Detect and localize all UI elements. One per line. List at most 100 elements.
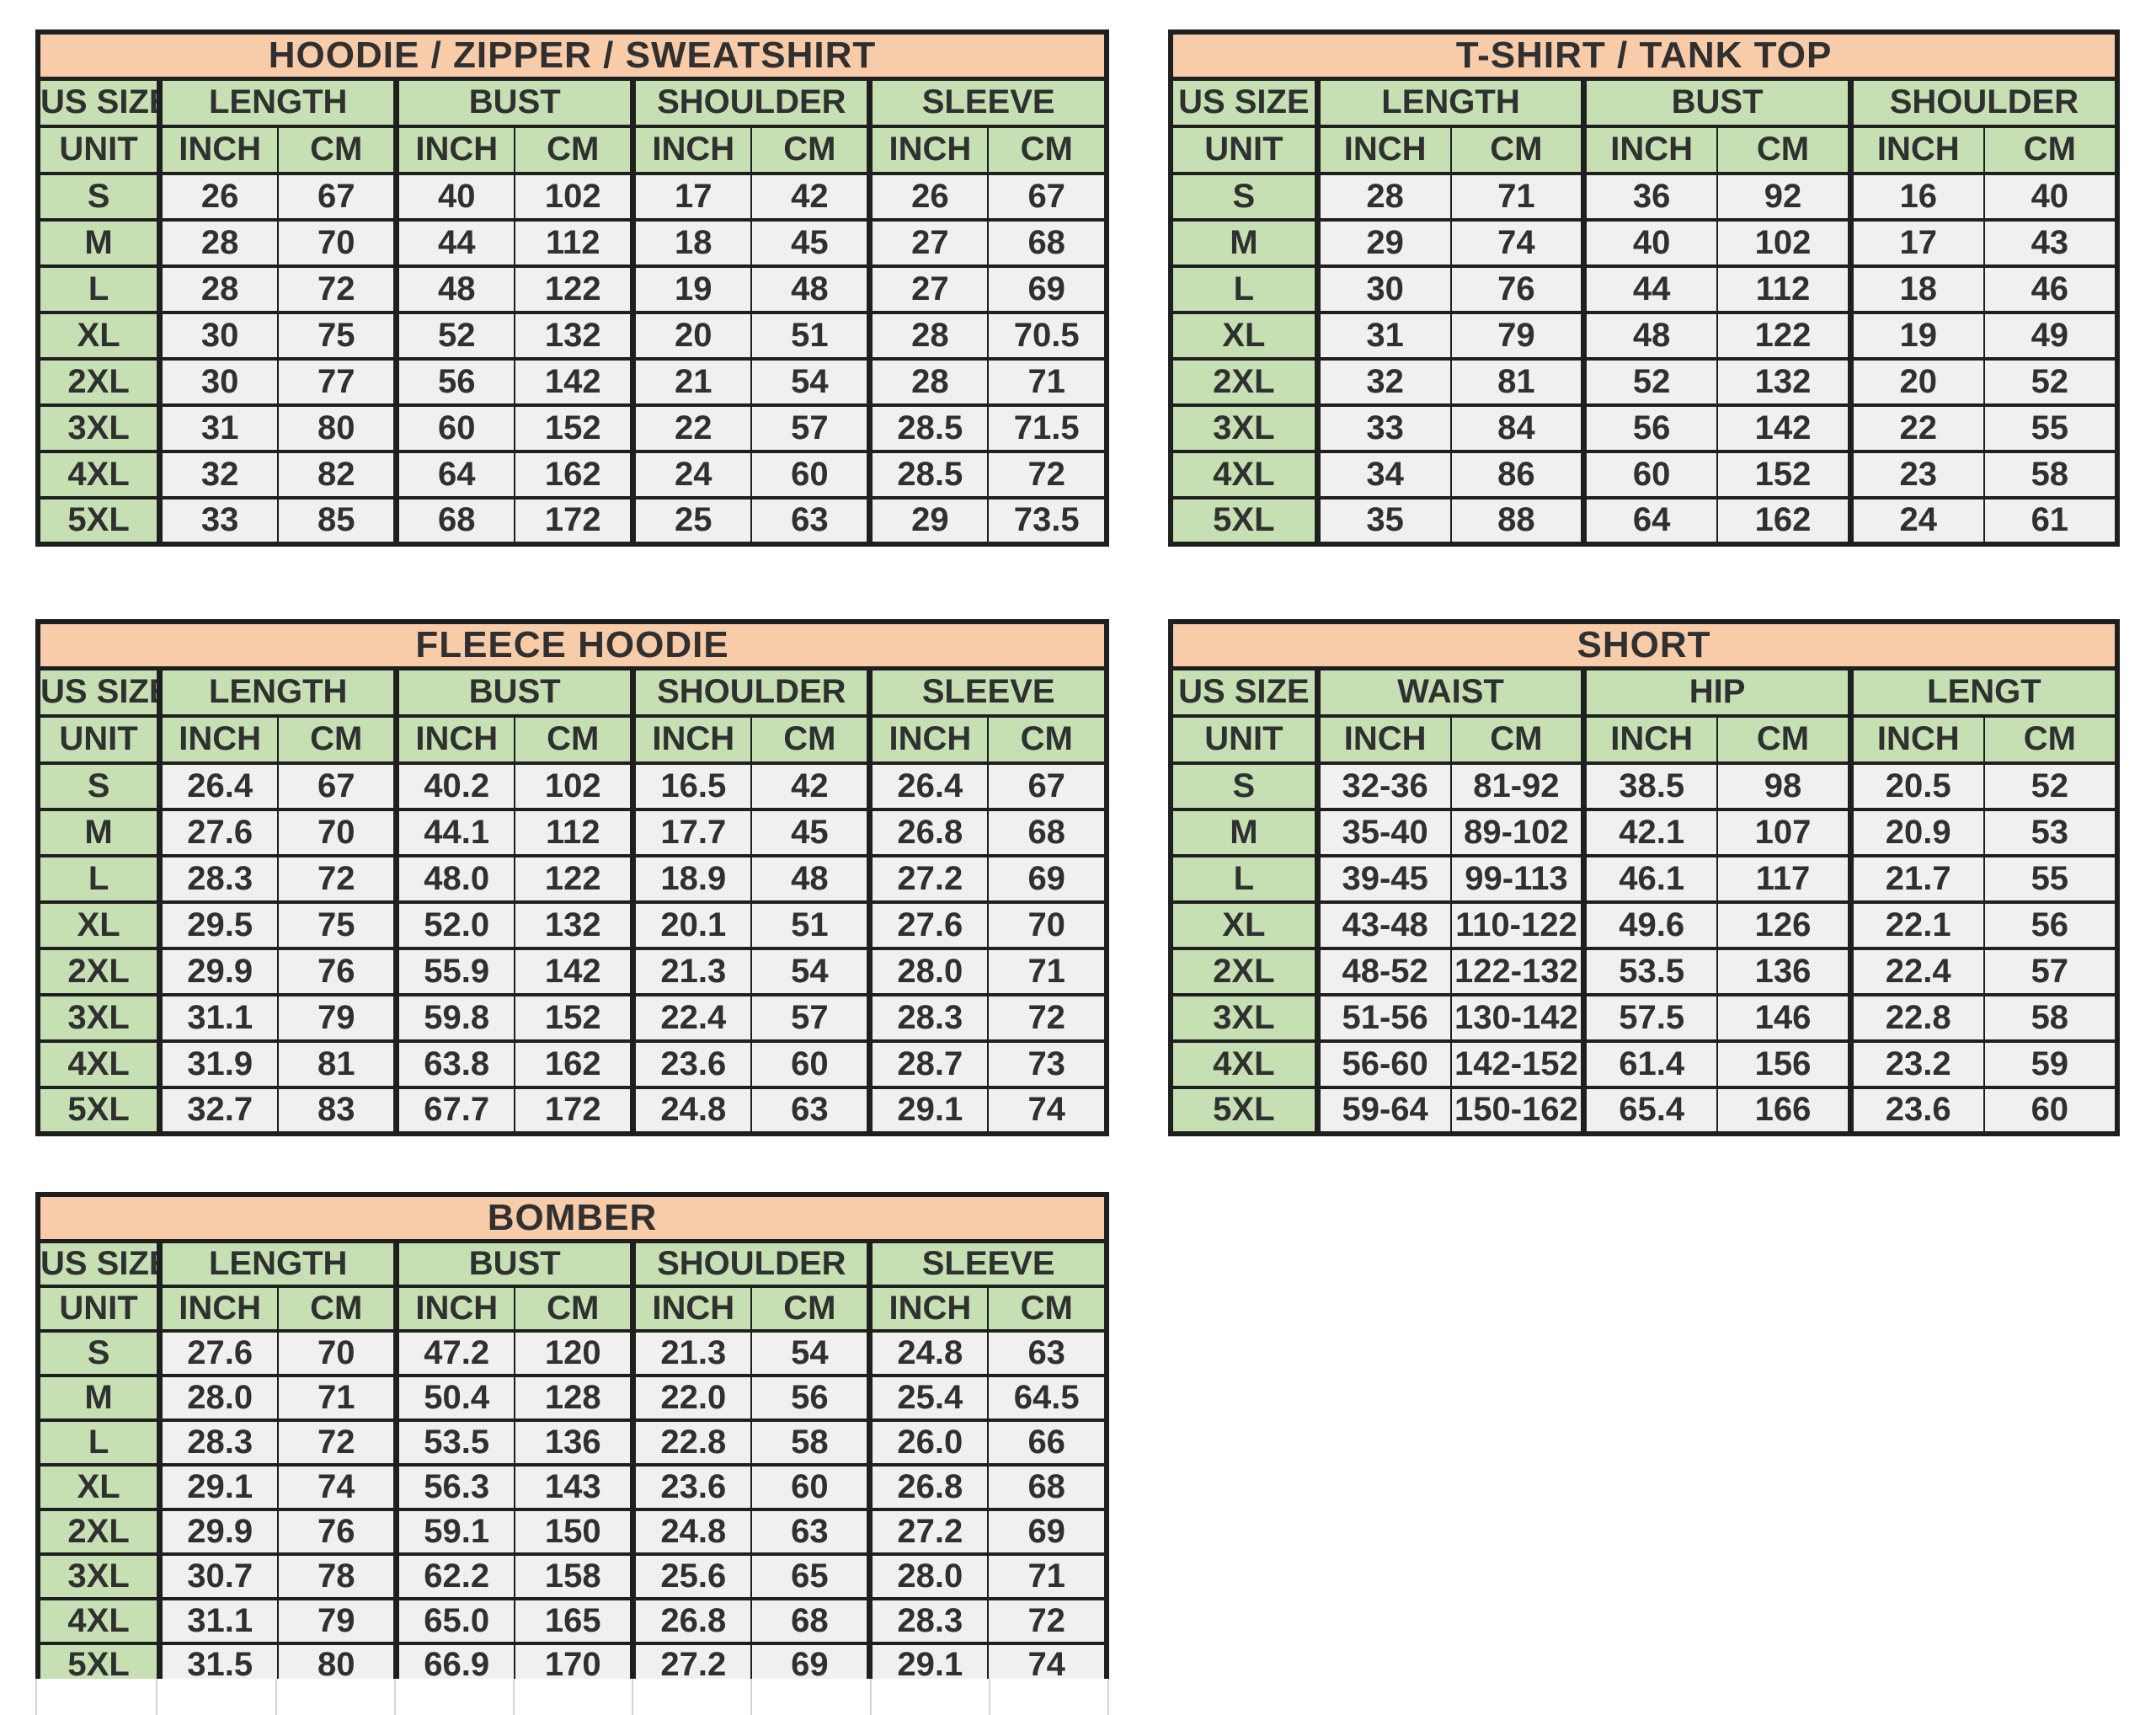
measurement-value: 150-162 [1449, 1085, 1585, 1135]
size-row-s: S 26.4 67 40.2 102 16.5 42 26.4 67 [37, 761, 1107, 811]
table-title: SHORT [1170, 620, 2118, 671]
size-label: L [37, 264, 163, 314]
measurement-value: 28.5 [867, 449, 990, 500]
measurement-value: 20 [1847, 356, 1985, 407]
measurement-value: 49.6 [1581, 900, 1719, 950]
measurement-value: 17 [1847, 217, 1985, 268]
unit-header: UNIT [37, 713, 163, 765]
measurement-value: 56.3 [393, 1462, 516, 1511]
cm-header: CM [750, 713, 871, 765]
us-size-header: US SIZE [37, 666, 163, 718]
measurement-value: 55.9 [393, 946, 516, 996]
size-label: 3XL [37, 403, 163, 453]
measurement-value: 51 [750, 900, 871, 950]
measurement-value: 27.2 [867, 853, 990, 904]
measurement-value: 58 [1983, 449, 2119, 500]
size-label: XL [37, 1462, 163, 1511]
measurement-value: 47.2 [393, 1328, 516, 1377]
measurement-value: 48-52 [1314, 946, 1452, 996]
size-label: M [1169, 807, 1321, 858]
inch-header: INCH [867, 1284, 990, 1333]
measurement-value: 24.8 [867, 1328, 990, 1377]
measurement-value: 23.6 [630, 1462, 753, 1511]
measurement-value: 63 [987, 1328, 1107, 1377]
measurement-value: 30 [1314, 264, 1452, 314]
measurement-value: 17.7 [630, 807, 753, 858]
measurement-value: 33 [1314, 403, 1452, 453]
empty-cell [157, 1679, 277, 1715]
measurement-value: 74 [1449, 217, 1585, 268]
size-label: S [37, 171, 163, 222]
cm-header: CM [514, 713, 634, 765]
size-row-l: L 30 76 44 112 18 46 [1169, 264, 2119, 314]
measurement-value: 25 [630, 495, 753, 546]
measurement-value: 21.3 [630, 1328, 753, 1377]
group-header-shoulder: SHOULDER [1847, 77, 2118, 128]
measurement-value: 58 [750, 1418, 871, 1467]
group-header-bust: BUST [393, 1239, 634, 1288]
measurement-value: 78 [277, 1552, 398, 1600]
size-row-l: L 28 72 48 122 19 48 27 69 [37, 264, 1107, 314]
measurement-value: 122 [514, 264, 634, 314]
inch-header: INCH [1581, 124, 1719, 175]
measurement-value: 68 [987, 1462, 1107, 1511]
measurement-value: 60 [750, 449, 871, 500]
measurement-value: 59 [1983, 1039, 2119, 1089]
size-label: 2XL [37, 946, 163, 996]
measurement-value: 107 [1716, 807, 1852, 858]
measurement-value: 31.1 [157, 992, 280, 1043]
size-row-m: M 27.6 70 44.1 112 17.7 45 26.8 68 [37, 807, 1107, 858]
cm-header: CM [987, 124, 1107, 175]
unit-header: UNIT [1169, 713, 1321, 765]
size-row-l: L 28.3 72 48.0 122 18.9 48 27.2 69 [37, 853, 1107, 904]
measurement-value: 22 [630, 403, 753, 453]
measurement-value: 76 [277, 1507, 398, 1556]
size-row-2xl: 2XL 29.9 76 55.9 142 21.3 54 28.0 71 [37, 946, 1107, 996]
measurement-value: 19 [630, 264, 753, 314]
measurement-value: 24.8 [630, 1085, 753, 1135]
measurement-value: 50.4 [393, 1373, 516, 1422]
size-row-xl: XL 29.5 75 52.0 132 20.1 51 27.6 70 [37, 900, 1107, 950]
measurement-value: 20 [630, 310, 753, 361]
inch-header: INCH [867, 124, 990, 175]
measurement-value: 57.5 [1581, 992, 1719, 1043]
measurement-value: 136 [1716, 946, 1852, 996]
measurement-value: 27 [867, 264, 990, 314]
measurement-value: 44 [393, 217, 516, 268]
group-header-row: US SIZE LENGTH BUST SHOULDER SLEEVE [37, 1239, 1108, 1288]
group-header-sleeve: SLEEVE [867, 666, 1108, 718]
measurement-value: 74 [987, 1085, 1107, 1135]
cm-header: CM [750, 1284, 871, 1333]
empty-cell [395, 1679, 515, 1715]
group-header-bust: BUST [393, 77, 634, 128]
us-size-header: US SIZE [1169, 666, 1321, 718]
measurement-value: 67.7 [393, 1085, 516, 1135]
measurement-value: 126 [1716, 900, 1852, 950]
measurement-value: 73 [987, 1039, 1107, 1089]
measurement-value: 150 [514, 1507, 634, 1556]
measurement-value: 152 [1716, 449, 1852, 500]
measurement-value: 86 [1449, 449, 1585, 500]
measurement-value: 42.1 [1581, 807, 1719, 858]
inch-header: INCH [393, 1284, 516, 1333]
size-row-xl: XL 30 75 52 132 20 51 28 70.5 [37, 310, 1107, 361]
group-header-length: LENGTH [1314, 77, 1585, 128]
measurement-value: 98 [1716, 761, 1852, 811]
measurement-value: 79 [277, 1596, 398, 1645]
measurement-value: 102 [1716, 217, 1852, 268]
size-label: XL [1169, 310, 1321, 361]
measurement-value: 32 [157, 449, 280, 500]
size-label: M [37, 1373, 163, 1422]
measurement-value: 54 [750, 1328, 871, 1377]
cm-header: CM [1983, 713, 2119, 765]
measurement-value: 43 [1983, 217, 2119, 268]
measurement-value: 45 [750, 807, 871, 858]
measurement-value: 52 [1983, 356, 2119, 407]
measurement-value: 71 [987, 1552, 1107, 1600]
measurement-value: 38.5 [1581, 761, 1719, 811]
measurement-value: 72 [277, 264, 398, 314]
measurement-value: 143 [514, 1462, 634, 1511]
size-label: 4XL [1169, 1039, 1321, 1089]
measurement-value: 81 [277, 1039, 398, 1089]
